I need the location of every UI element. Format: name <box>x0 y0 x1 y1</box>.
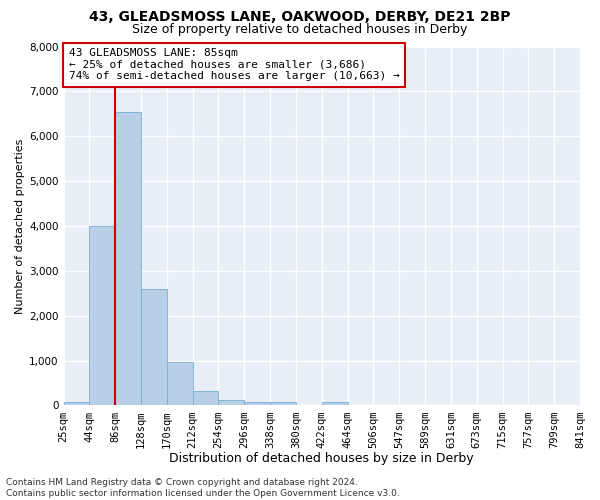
Bar <box>64 402 89 406</box>
Bar <box>89 226 115 406</box>
Bar <box>141 289 167 406</box>
Bar <box>193 391 218 406</box>
Bar <box>115 112 141 406</box>
Bar <box>218 400 244 406</box>
Text: Contains HM Land Registry data © Crown copyright and database right 2024.
Contai: Contains HM Land Registry data © Crown c… <box>6 478 400 498</box>
Bar <box>322 402 347 406</box>
Text: Size of property relative to detached houses in Derby: Size of property relative to detached ho… <box>133 22 467 36</box>
Bar <box>167 362 193 406</box>
Bar <box>270 402 296 406</box>
Bar <box>244 402 270 406</box>
Y-axis label: Number of detached properties: Number of detached properties <box>15 138 25 314</box>
X-axis label: Distribution of detached houses by size in Derby: Distribution of detached houses by size … <box>169 452 474 465</box>
Text: 43 GLEADSMOSS LANE: 85sqm
← 25% of detached houses are smaller (3,686)
74% of se: 43 GLEADSMOSS LANE: 85sqm ← 25% of detac… <box>68 48 400 82</box>
Text: 43, GLEADSMOSS LANE, OAKWOOD, DERBY, DE21 2BP: 43, GLEADSMOSS LANE, OAKWOOD, DERBY, DE2… <box>89 10 511 24</box>
